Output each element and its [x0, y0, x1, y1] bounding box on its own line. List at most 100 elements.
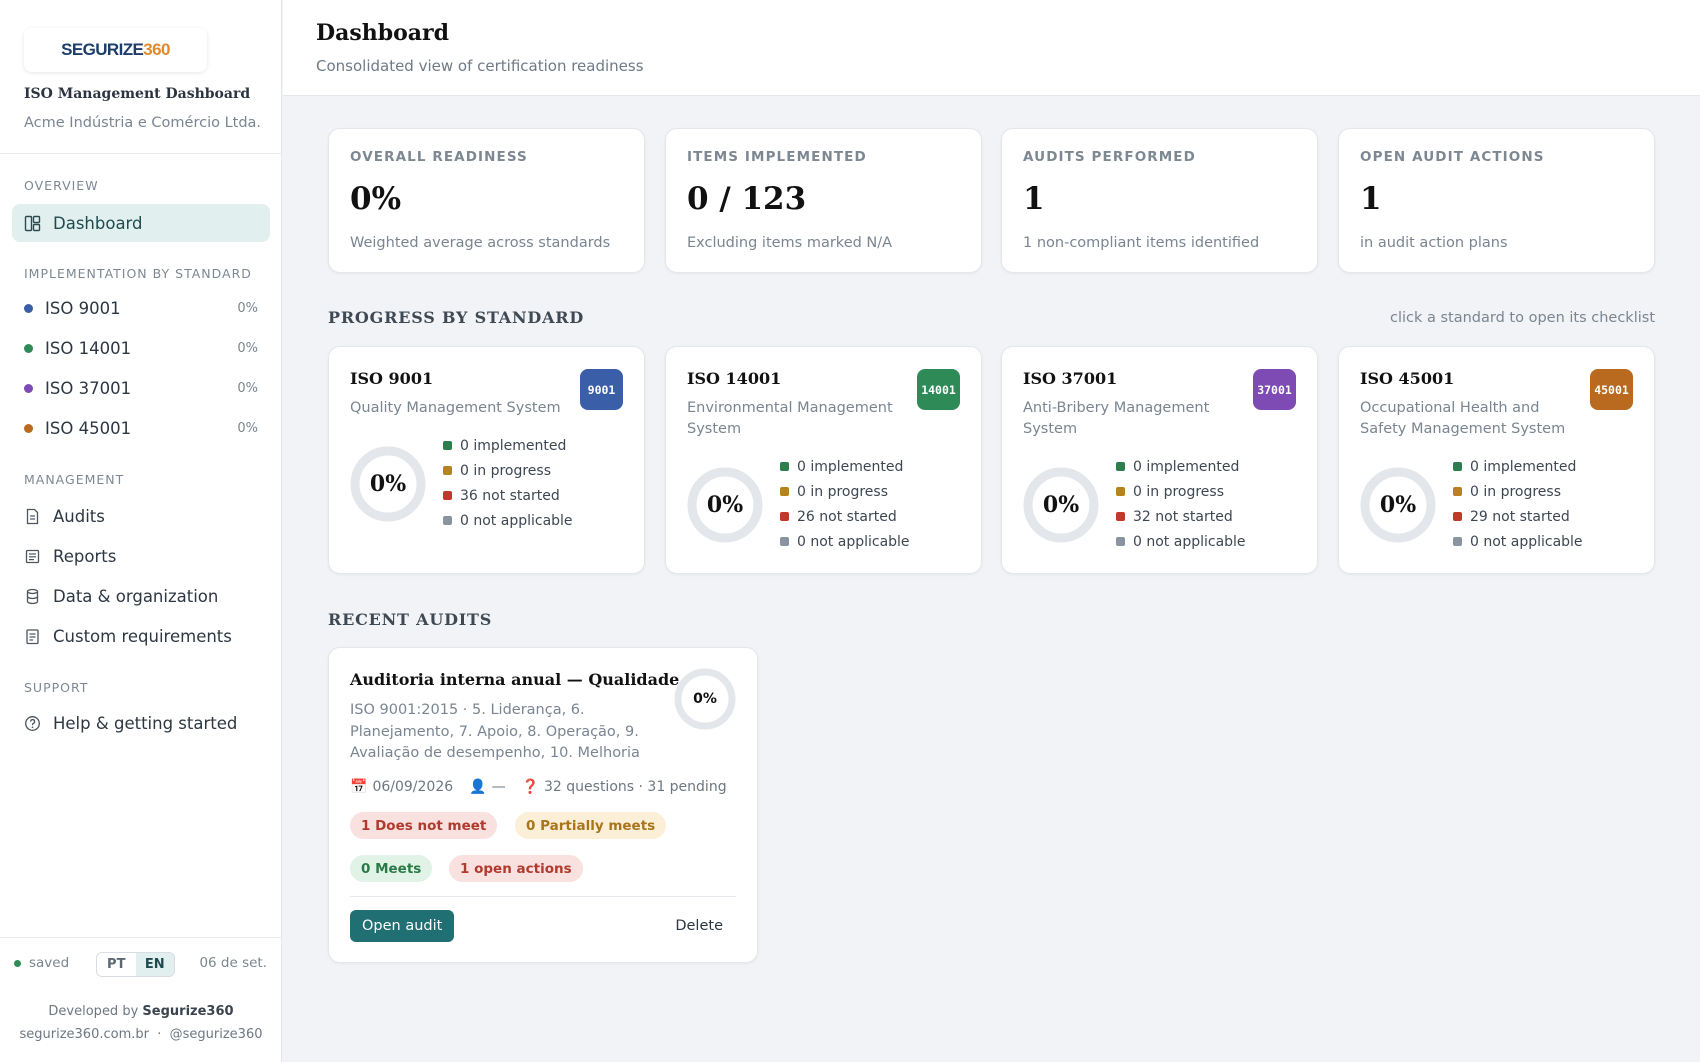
sidebar-item-label: Audits	[53, 506, 105, 526]
sidebar-item-custom-requirements[interactable]: Custom requirements	[12, 617, 270, 655]
kpi-label: ITEMS IMPLEMENTED	[687, 149, 867, 165]
badge-does-not-meet: 1 Does not meet	[350, 812, 498, 839]
audit-progress-donut: 0%	[674, 668, 736, 730]
audit-card-divider	[350, 896, 736, 897]
lang-pt-button[interactable]: PT	[107, 957, 126, 972]
saved-dot	[14, 959, 21, 967]
sidebar-item-iso-9001[interactable]: ISO 9001 0%	[12, 292, 270, 324]
badge-meets: 0 Meets	[350, 855, 433, 882]
sidebar-item-label: ISO 37001	[45, 378, 132, 398]
org-name: Acme Indústria e Comércio Ltda.	[24, 115, 262, 131]
user-icon: 👤	[469, 779, 487, 795]
audit-title: Auditoria interna anual — Qualidade	[350, 670, 680, 689]
legend-not-applicable: 0 not applicable	[443, 508, 573, 533]
audit-card: Auditoria interna anual — Qualidade ISO …	[328, 647, 758, 963]
readiness-donut: 0%	[1023, 467, 1099, 543]
section-label-support: SUPPORT	[24, 680, 89, 695]
open-audit-button[interactable]: Open audit	[350, 910, 455, 942]
current-date: 06 de set.	[199, 955, 267, 971]
legend-swatch	[443, 466, 452, 475]
developer-name: Segurize360	[142, 1004, 234, 1019]
help-icon	[24, 715, 41, 732]
kpi-value: 1	[1360, 181, 1382, 217]
standard-card-iso-45001[interactable]: ISO 45001 Occupational Health and Safety…	[1338, 346, 1655, 574]
legend-implemented: 0 implemented	[1453, 454, 1583, 479]
standard-card-iso-9001[interactable]: ISO 9001 Quality Management System 9001 …	[328, 346, 645, 574]
legend-swatch	[1116, 537, 1125, 546]
audit-date: 📅 06/09/2026	[350, 779, 454, 795]
language-toggle: PT EN	[96, 952, 175, 977]
kpi-label: OPEN AUDIT ACTIONS	[1360, 149, 1545, 165]
sidebar-item-label: Help & getting started	[53, 713, 238, 733]
sidebar-item-reports[interactable]: Reports	[12, 537, 270, 575]
legend-not-started: 32 not started	[1116, 504, 1246, 529]
audit-questions: ❓ 32 questions · 31 pending	[521, 779, 727, 795]
document-icon	[24, 508, 41, 525]
legend-in-progress: 0 in progress	[1453, 479, 1583, 504]
kpi-card-overall-readiness: OVERALL READINESS 0% Weighted average ac…	[328, 128, 645, 273]
standard-badge: 9001	[580, 369, 623, 410]
lang-en-button[interactable]: EN	[135, 953, 174, 976]
sidebar-item-audits[interactable]: Audits	[12, 497, 270, 535]
legend-implemented: 0 implemented	[1116, 454, 1246, 479]
sidebar-item-iso-37001[interactable]: ISO 37001 0%	[12, 372, 270, 404]
readiness-percent: 0%	[706, 492, 744, 518]
kpi-note: Weighted average across standards	[350, 235, 611, 251]
legend-not-applicable: 0 not applicable	[1453, 529, 1583, 554]
sidebar-item-iso-45001[interactable]: ISO 45001 0%	[12, 412, 270, 444]
status-legend: 0 implemented 0 in progress 36 not start…	[443, 433, 573, 533]
sidebar-item-data-organization[interactable]: Data & organization	[12, 577, 270, 615]
logo-text: SEGURIZE360	[61, 40, 170, 59]
kpi-card-open-audit-actions: OPEN AUDIT ACTIONS 1 in audit action pla…	[1338, 128, 1655, 273]
kpi-note: Excluding items marked N/A	[687, 235, 893, 251]
standard-description: Anti-Bribery Management System	[1023, 400, 1210, 437]
developer-credit: Developed by Segurize360	[48, 1004, 234, 1019]
legend-in-progress: 0 in progress	[780, 479, 910, 504]
legend-swatch	[780, 537, 789, 546]
legend-in-progress: 0 in progress	[443, 458, 573, 483]
database-icon	[24, 588, 41, 605]
logo: SEGURIZE360	[24, 28, 207, 72]
sidebar-item-label: Reports	[53, 546, 117, 566]
audit-auditor: 👤 —	[469, 779, 506, 795]
legend-implemented: 0 implemented	[780, 454, 910, 479]
legend-implemented: 0 implemented	[443, 433, 573, 458]
legend-not-started: 26 not started	[780, 504, 910, 529]
legend-swatch	[780, 462, 789, 471]
audit-progress-percent: 0%	[693, 691, 717, 707]
legend-not-started: 29 not started	[1453, 504, 1583, 529]
sidebar-item-help[interactable]: Help & getting started	[12, 704, 270, 742]
standard-card-iso-14001[interactable]: ISO 14001 Environmental Management Syste…	[665, 346, 982, 574]
social-handle-link[interactable]: @segurize360	[169, 1027, 263, 1042]
legend-not-applicable: 0 not applicable	[780, 529, 910, 554]
status-dot	[24, 303, 33, 313]
sidebar: SEGURIZE360 ISO Management Dashboard Acm…	[0, 0, 282, 1062]
legend-swatch	[443, 516, 452, 525]
legend-swatch	[780, 487, 789, 496]
badge-partially-meets: 0 Partially meets	[515, 812, 667, 839]
readiness-donut: 0%	[350, 446, 426, 522]
delete-audit-button[interactable]: Delete	[675, 910, 723, 942]
sidebar-item-label: ISO 45001	[45, 418, 132, 438]
sidebar-item-percent: 0%	[237, 340, 258, 356]
app-title: ISO Management Dashboard	[24, 86, 251, 102]
sidebar-item-iso-14001[interactable]: ISO 14001 0%	[12, 332, 270, 364]
badge-open-actions: 1 open actions	[449, 855, 583, 882]
legend-swatch	[1116, 512, 1125, 521]
legend-in-progress: 0 in progress	[1116, 479, 1246, 504]
sidebar-item-percent: 0%	[237, 420, 258, 436]
legend-not-started: 36 not started	[443, 483, 573, 508]
status-legend: 0 implemented 0 in progress 29 not start…	[1453, 454, 1583, 554]
sidebar-item-dashboard[interactable]: Dashboard	[12, 204, 270, 242]
audit-meta: 📅 06/09/2026 👤 — ❓ 32 questions · 31 pendin…	[350, 779, 727, 795]
standard-description: Environmental Management System	[687, 400, 893, 437]
question-icon: ❓	[521, 779, 540, 795]
legend-swatch	[1116, 462, 1125, 471]
kpi-card-audits-performed: AUDITS PERFORMED 1 1 non-compliant items…	[1001, 128, 1318, 273]
standard-card-iso-37001[interactable]: ISO 37001 Anti-Bribery Management System…	[1001, 346, 1318, 574]
site-link[interactable]: segurize360.com.br	[19, 1027, 149, 1042]
standard-name: ISO 45001	[1360, 369, 1455, 388]
legend-swatch	[1453, 512, 1462, 521]
standard-name: ISO 37001	[1023, 369, 1118, 388]
standard-badge: 37001	[1253, 369, 1296, 410]
